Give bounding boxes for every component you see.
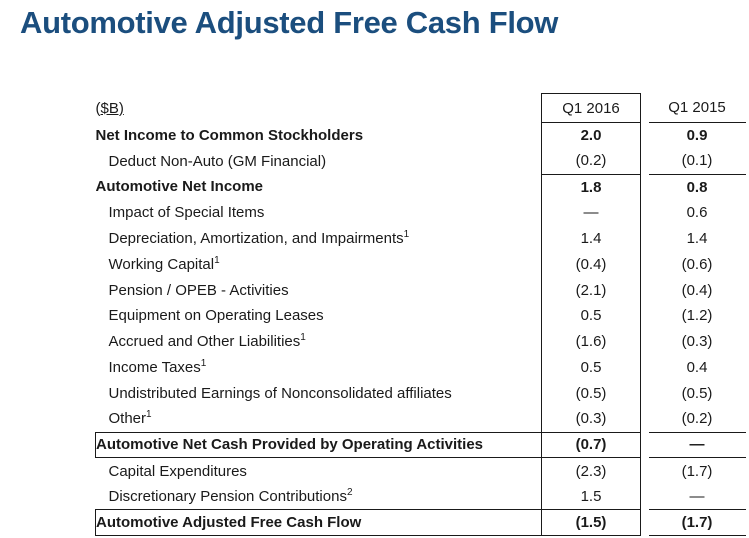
value-q1-2015: (0.2) <box>681 410 713 428</box>
row-label: Discretionary Pension Contributions2 <box>108 486 353 505</box>
table-row: Working Capital1 (0.4) (0.6) <box>96 251 746 278</box>
value-q1-2016: (1.6) <box>541 328 641 355</box>
row-label: Accrued and Other Liabilities1 <box>108 332 306 351</box>
value-q1-2015: (0.4) <box>681 281 713 299</box>
footnote-marker: 1 <box>146 409 152 421</box>
value-q1-2015: — <box>648 431 746 459</box>
column-header-q1-2015: Q1 2015 <box>648 93 746 123</box>
table-row: Undistributed Earnings of Nonconsolidate… <box>96 380 746 407</box>
table-header-row: ($B) Q1 2016 Q1 2015 <box>95 93 746 123</box>
value-q1-2016: (0.5) <box>541 380 641 407</box>
table-row: Automotive Adjusted Free Cash Flow (1.5)(… <box>95 508 746 536</box>
value-q1-2015: 1.4 <box>686 230 708 248</box>
row-label: Working Capital1 <box>108 254 220 273</box>
column-gap <box>641 226 649 252</box>
table-row: Capital Expenditures (2.3) (1.7) <box>96 457 746 484</box>
value-q1-2016: (0.4) <box>541 251 641 278</box>
column-gap <box>641 148 649 174</box>
column-header-units: ($B) <box>95 99 124 117</box>
table-row: Impact of Special Items — 0.6 <box>96 199 746 226</box>
column-gap <box>641 174 649 200</box>
value-q1-2016: (2.3) <box>541 457 641 484</box>
column-gap <box>641 123 649 149</box>
table-row: Income Taxes1 0.5 0.4 <box>96 354 746 381</box>
row-label: Other1 <box>108 409 152 428</box>
footnote-marker: 1 <box>214 254 220 266</box>
value-q1-2015: (1.7) <box>648 508 746 536</box>
column-gap <box>641 94 649 123</box>
column-gap <box>641 303 649 329</box>
value-q1-2016: (0.3) <box>541 406 641 433</box>
value-q1-2015: (0.3) <box>681 333 713 351</box>
row-label: Net Income to Common Stockholders <box>95 126 364 144</box>
row-label: Automotive Adjusted Free Cash Flow <box>95 508 542 536</box>
value-q1-2015: (0.5) <box>681 384 713 402</box>
column-gap <box>641 432 649 458</box>
value-q1-2016: 1.4 <box>541 225 641 252</box>
column-gap <box>641 406 649 432</box>
footnote-marker: 1 <box>403 229 410 241</box>
cash-flow-table: ($B) Q1 2016 Q1 2015 Net Income to Commo… <box>95 93 746 536</box>
value-q1-2015: 0.8 <box>686 178 708 196</box>
value-q1-2015: — <box>689 487 705 505</box>
column-gap <box>641 251 649 277</box>
value-q1-2016: 1.5 <box>541 483 641 510</box>
value-q1-2016: 2.0 <box>541 122 641 149</box>
value-q1-2015: (1.2) <box>681 307 713 325</box>
footnote-marker: 1 <box>300 332 306 344</box>
row-label: Capital Expenditures <box>108 462 247 480</box>
value-q1-2016: 0.5 <box>541 354 641 381</box>
column-gap <box>641 277 649 303</box>
value-q1-2015: (0.1) <box>648 148 746 175</box>
row-label: Pension / OPEB - Activities <box>108 281 289 299</box>
column-gap <box>641 484 649 510</box>
row-label: Automotive Net Cash Provided by Operatin… <box>95 431 542 459</box>
table-row: Equipment on Operating Leases 0.5 (1.2) <box>96 303 746 329</box>
table-row: Depreciation, Amortization, and Impairme… <box>96 225 746 252</box>
value-q1-2016: (0.2) <box>541 148 641 175</box>
value-q1-2015: 0.6 <box>686 204 708 222</box>
table-row: Automotive Net Income 1.8 0.8 <box>96 174 746 200</box>
row-label: Equipment on Operating Leases <box>108 307 324 325</box>
column-gap <box>641 458 649 484</box>
row-label: Automotive Net Income <box>95 178 264 196</box>
value-q1-2015: (0.6) <box>681 255 713 273</box>
row-label: Depreciation, Amortization, and Impairme… <box>108 229 410 248</box>
column-gap <box>641 329 649 355</box>
row-label: Undistributed Earnings of Nonconsolidate… <box>108 384 452 402</box>
footnote-marker: 1 <box>200 358 207 370</box>
table-row: Other1 (0.3) (0.2) <box>96 406 746 433</box>
column-gap <box>641 355 649 381</box>
value-q1-2015: 0.9 <box>686 127 708 145</box>
value-q1-2016: (1.5) <box>541 508 641 536</box>
footnote-marker: 2 <box>346 486 353 498</box>
column-gap <box>641 509 649 535</box>
table-row: Discretionary Pension Contributions2 1.5 — <box>96 483 746 510</box>
value-q1-2016: 0.5 <box>541 303 641 329</box>
value-q1-2016: (0.7) <box>541 431 641 459</box>
value-q1-2015: 0.4 <box>686 359 708 377</box>
value-q1-2015: (1.7) <box>681 462 713 480</box>
column-gap <box>641 380 649 406</box>
page-title: Automotive Adjusted Free Cash Flow <box>20 5 559 40</box>
table-row: Automotive Net Cash Provided by Operatin… <box>95 431 746 459</box>
row-label: Income Taxes1 <box>108 358 207 377</box>
table-row: Net Income to Common Stockholders 2.0 0.9 <box>95 122 746 149</box>
value-q1-2016: 1.8 <box>541 174 641 200</box>
row-label: Deduct Non-Auto (GM Financial) <box>108 152 327 170</box>
table-row: Deduct Non-Auto (GM Financial) (0.2) (0.1) <box>96 148 746 175</box>
column-header-q1-2016: Q1 2016 <box>541 93 641 123</box>
row-label: Impact of Special Items <box>108 204 265 222</box>
value-q1-2016: (2.1) <box>541 277 641 304</box>
value-q1-2016: — <box>541 199 641 226</box>
table-row: Pension / OPEB - Activities (2.1) (0.4) <box>96 277 746 304</box>
table-row: Accrued and Other Liabilities1 (1.6) (0.3) <box>96 328 746 355</box>
column-gap <box>641 200 649 226</box>
